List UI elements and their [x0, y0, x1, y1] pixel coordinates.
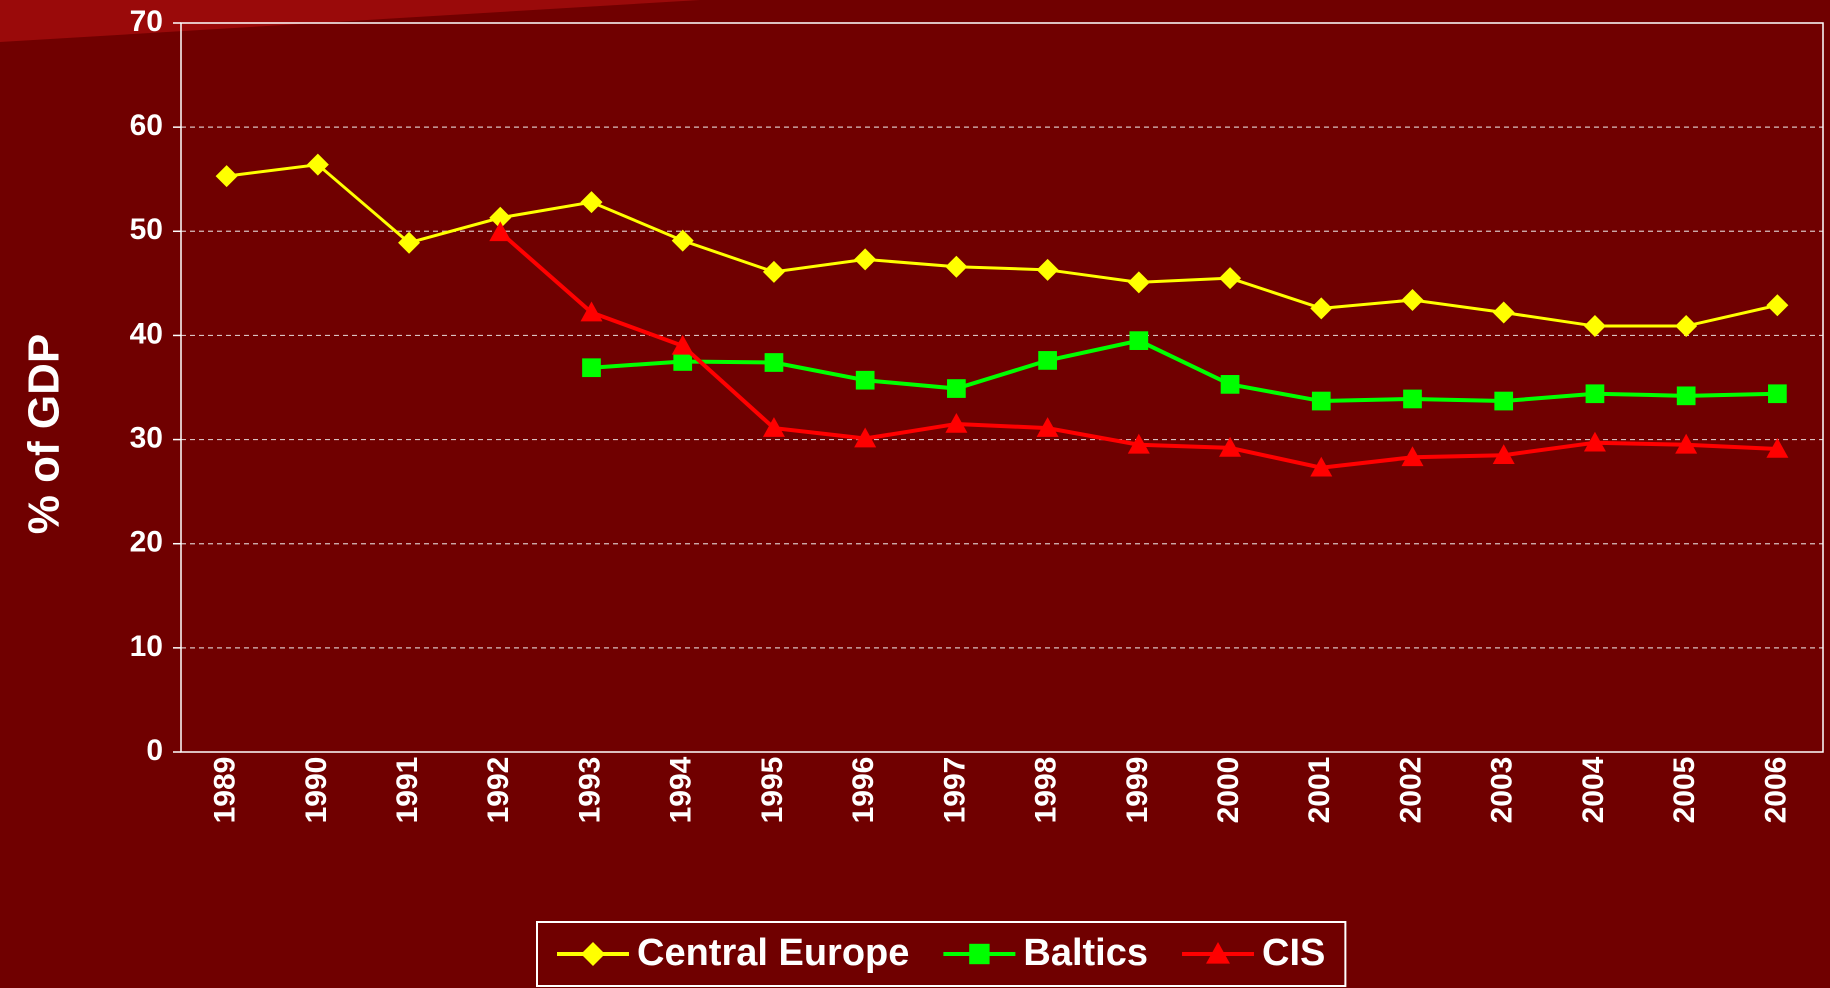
marker — [1127, 433, 1150, 454]
x-tick-label: 1989 — [209, 757, 242, 824]
marker — [1036, 417, 1059, 437]
marker — [1675, 315, 1698, 338]
marker — [1127, 271, 1150, 294]
legend-box — [536, 921, 1347, 987]
marker — [1038, 351, 1057, 370]
x-tick-label: 2006 — [1759, 757, 1792, 824]
y-tick-label: 20 — [130, 526, 163, 559]
x-tick-label: 1998 — [1030, 757, 1063, 824]
marker — [306, 153, 329, 176]
x-tick-label: 2003 — [1486, 757, 1519, 824]
marker — [1675, 433, 1698, 454]
marker — [1219, 436, 1242, 457]
marker — [1401, 446, 1424, 467]
marker — [1494, 391, 1514, 411]
marker — [1401, 289, 1424, 312]
marker — [489, 206, 512, 229]
marker — [673, 352, 693, 371]
series-line — [591, 338, 1778, 404]
series-line — [226, 163, 1778, 328]
marker — [1129, 331, 1149, 350]
marker — [762, 260, 785, 283]
x-tick-label: 2000 — [1212, 757, 1245, 824]
x-tick-label: 1996 — [847, 757, 880, 824]
x-tick-label: 1999 — [1121, 757, 1154, 824]
marker — [855, 370, 875, 390]
marker — [1220, 375, 1240, 394]
x-tick-label: 1995 — [756, 757, 789, 824]
x-tick-label: 1991 — [391, 757, 424, 824]
marker — [1492, 301, 1515, 324]
y-tick-label: 40 — [130, 317, 163, 350]
y-tick-label: 10 — [130, 630, 163, 663]
legend-label: CIS — [1262, 932, 1325, 974]
marker — [1583, 431, 1606, 452]
marker — [854, 248, 877, 271]
decoration — [0, 0, 700, 42]
legend-label: Central Europe — [637, 932, 909, 974]
marker — [947, 379, 966, 398]
marker — [671, 334, 694, 355]
y-tick-label: 60 — [130, 109, 163, 142]
marker — [764, 353, 784, 372]
marker — [945, 412, 968, 433]
marker — [1403, 389, 1422, 409]
marker — [1766, 294, 1789, 317]
y-tick-label: 30 — [130, 421, 163, 454]
marker — [580, 191, 603, 214]
legend-label: Baltics — [1023, 932, 1148, 974]
x-tick-label: 2001 — [1303, 757, 1336, 824]
marker — [1766, 437, 1789, 458]
marker — [489, 221, 512, 242]
x-tick-label: 1997 — [938, 757, 971, 824]
marker — [398, 231, 421, 254]
x-tick-label: 1994 — [665, 756, 698, 823]
x-tick-label: 2004 — [1577, 756, 1610, 823]
x-tick-label: 2002 — [1394, 757, 1427, 824]
marker — [969, 943, 990, 965]
marker — [215, 165, 238, 188]
marker — [580, 301, 603, 322]
marker — [1583, 315, 1606, 338]
marker — [1768, 384, 1787, 404]
marker — [1492, 444, 1515, 464]
y-tick-label: 0 — [146, 734, 163, 767]
x-tick-label: 2005 — [1668, 757, 1701, 824]
marker — [1219, 267, 1242, 290]
y-tick-label: 70 — [130, 5, 163, 38]
x-tick-label: 1992 — [482, 757, 515, 824]
marker — [1676, 386, 1696, 406]
marker — [1585, 384, 1605, 404]
marker — [854, 427, 877, 448]
y-axis-title: % of GDP — [20, 334, 69, 534]
x-tick-label: 1990 — [300, 757, 333, 824]
marker — [1206, 942, 1231, 964]
marker — [1310, 297, 1333, 320]
marker — [762, 417, 785, 437]
marker — [945, 255, 968, 278]
marker — [671, 229, 694, 252]
marker — [1310, 456, 1333, 477]
x-tick-label: 1993 — [573, 757, 606, 824]
plot-frame — [180, 22, 1824, 753]
marker — [1311, 391, 1331, 411]
marker — [581, 942, 605, 966]
y-tick-label: 50 — [130, 213, 163, 246]
marker — [582, 358, 601, 378]
marker — [1036, 258, 1059, 281]
